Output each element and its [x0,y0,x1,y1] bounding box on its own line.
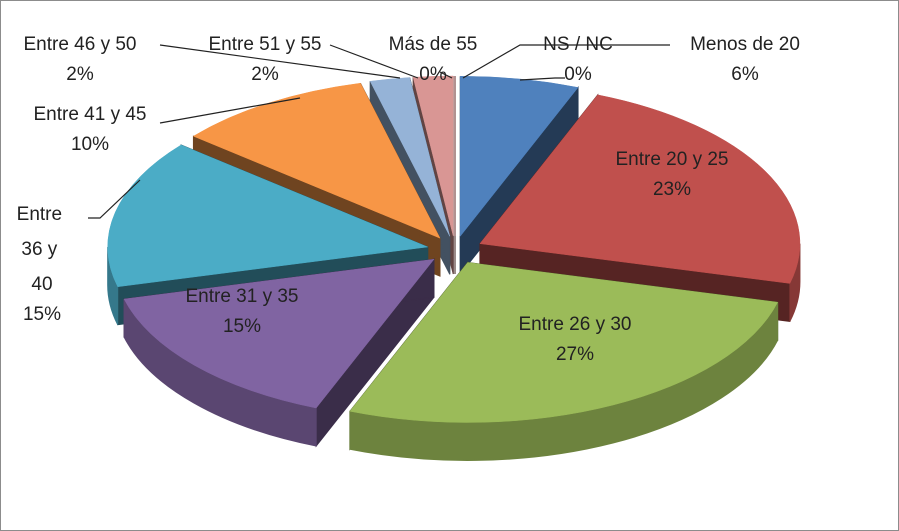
slice [369,77,450,237]
slice [123,258,435,409]
value-label: 6% [731,64,759,85]
leader-line [88,179,141,219]
value-label: 2% [251,64,279,85]
slice-label: Entre 26 y 30 [518,314,631,335]
leader-line [159,97,301,124]
slice [459,75,579,237]
slice-label: Entre 41 y 45 [33,104,146,125]
leader-line [519,77,565,81]
pie [107,75,801,461]
leader-line [462,44,670,79]
leader-line [439,71,453,79]
slice-label: Menos de 20 [690,34,800,55]
value-label: 15% [223,316,261,337]
value-label: 0% [419,64,447,85]
value-label: 0% [564,64,592,85]
labels: Menos de 20 6% Entre 20 y 25 23% Entre 26 y … [17,34,800,365]
leader-line [159,44,401,79]
slice [479,94,801,284]
slice-label: Más de 55 [389,34,478,55]
slice-label: Entre 31 y 35 [185,286,298,307]
slice-label: Entre 51 y 55 [208,34,321,55]
slice [412,75,454,237]
slice-label: NS / NC [543,34,613,55]
leader-line [329,44,419,79]
value-label: 2% [66,64,94,85]
slice-label: Entre 46 y 50 [23,34,136,55]
value-label: 23% [653,179,691,200]
slice-label: Entre 36 y 40 [17,204,68,295]
value-label: 15% [23,304,61,325]
slice [107,144,429,288]
value-label: 10% [71,134,109,155]
slice-label: Entre 20 y 25 [615,149,728,170]
slice [349,262,779,423]
value-label: 27% [556,344,594,365]
